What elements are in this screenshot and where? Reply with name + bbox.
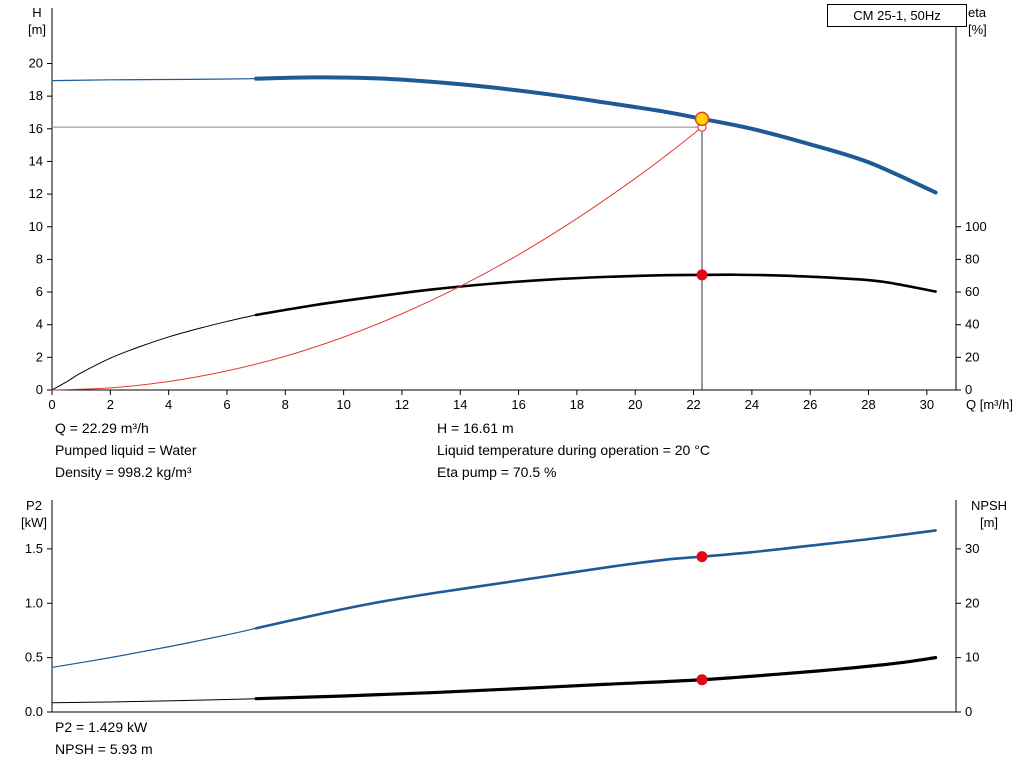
left-axis-tick-label: 20 bbox=[29, 56, 43, 71]
right-axis-tick-label: 100 bbox=[965, 219, 987, 234]
x-tick-label: 6 bbox=[223, 397, 230, 412]
left-axis-tick-label: 0.5 bbox=[25, 650, 43, 665]
x-tick-label: 14 bbox=[453, 397, 467, 412]
npsh-curve-lowflow bbox=[51, 698, 257, 704]
npsh-curve bbox=[254, 656, 938, 701]
left-axis-tick-label: 1.0 bbox=[25, 595, 43, 610]
qh-eta-chart: 0 2 4 6 8 10 12 14 16 18 20 22 24 26 28 300246810121416… bbox=[29, 8, 1013, 412]
x-tick-label: 2 bbox=[107, 397, 114, 412]
right-axis-tick-label: 80 bbox=[965, 251, 979, 266]
x-tick-label: 26 bbox=[803, 397, 817, 412]
right-axis-tick-label: 20 bbox=[965, 595, 979, 610]
x-axis-label: Q [m³/h] bbox=[966, 397, 1013, 412]
p2-axis-header: P2 [kW] bbox=[14, 497, 54, 531]
x-tick-label: 22 bbox=[686, 397, 700, 412]
left-axis-tick-label: 0 bbox=[36, 382, 43, 397]
left-axis-tick-label: 14 bbox=[29, 153, 43, 168]
left-axis-tick-label: 4 bbox=[36, 317, 43, 332]
readout-pumped-liquid: Pumped liquid = Water bbox=[55, 442, 197, 458]
left-axis-tick-label: 2 bbox=[36, 349, 43, 364]
system-curve bbox=[51, 126, 703, 391]
x-tick-label: 28 bbox=[861, 397, 875, 412]
head-curve bbox=[254, 75, 938, 195]
right-axis-tick-label: 60 bbox=[965, 284, 979, 299]
eta-axis-unit: [%] bbox=[968, 22, 987, 37]
p2-axis-title: P2 bbox=[26, 498, 42, 513]
readout-p2: P2 = 1.429 kW bbox=[55, 719, 148, 735]
readout-npsh: NPSH = 5.93 m bbox=[55, 741, 153, 757]
left-axis-tick-label: 6 bbox=[36, 284, 43, 299]
left-axis-tick-label: 18 bbox=[29, 88, 43, 103]
eta-curve bbox=[254, 273, 937, 317]
duty-point bbox=[694, 111, 710, 127]
h-axis-title: H bbox=[32, 5, 42, 20]
x-tick-label: 24 bbox=[745, 397, 759, 412]
x-tick-label: 18 bbox=[570, 397, 584, 412]
x-tick-label: 8 bbox=[282, 397, 289, 412]
h-axis-header: H [m] bbox=[20, 4, 54, 38]
pump-model-label: CM 25-1, 50Hz bbox=[827, 4, 967, 27]
head-curve-lowflow bbox=[51, 78, 257, 82]
right-axis-tick-label: 0 bbox=[965, 382, 972, 397]
right-axis-tick-label: 0 bbox=[965, 704, 972, 719]
x-tick-label: 30 bbox=[920, 397, 934, 412]
readout-liquid-temperature: Liquid temperature during operation = 20… bbox=[437, 442, 710, 458]
right-axis-tick-label: 40 bbox=[965, 317, 979, 332]
left-axis-tick-label: 0.0 bbox=[25, 704, 43, 719]
readout-eta-pump: Eta pump = 70.5 % bbox=[437, 464, 557, 480]
x-tick-label: 0 bbox=[48, 397, 55, 412]
x-tick-label: 12 bbox=[395, 397, 409, 412]
x-tick-label: 10 bbox=[336, 397, 350, 412]
right-axis-tick-label: 10 bbox=[965, 650, 979, 665]
left-axis-tick-label: 12 bbox=[29, 186, 43, 201]
npsh-axis-header: NPSH [m] bbox=[960, 497, 1018, 531]
left-axis-tick-label: 16 bbox=[29, 121, 43, 136]
p2-axis-unit: [kW] bbox=[21, 515, 47, 530]
left-axis-tick-label: 8 bbox=[36, 251, 43, 266]
x-tick-label: 4 bbox=[165, 397, 172, 412]
p2-curve-lowflow bbox=[51, 627, 257, 669]
npsh-axis-unit: [m] bbox=[979, 515, 999, 530]
readout-h: H = 16.61 m bbox=[437, 420, 514, 436]
right-axis-tick-label: 20 bbox=[965, 349, 979, 364]
eta-curve-lowflow bbox=[51, 314, 257, 391]
readout-q: Q = 22.29 m³/h bbox=[55, 420, 149, 436]
eta-axis-header: eta [%] bbox=[968, 4, 1008, 38]
x-tick-label: 20 bbox=[628, 397, 642, 412]
right-axis-tick-label: 30 bbox=[965, 541, 979, 556]
h-axis-unit: [m] bbox=[27, 22, 47, 37]
p2-npsh-chart: 0.0 0.5 1.0 1.5 0 10 20 30 bbox=[25, 500, 979, 719]
left-axis-tick-label: 10 bbox=[29, 219, 43, 234]
p2-curve bbox=[254, 529, 937, 630]
readout-density: Density = 998.2 kg/m³ bbox=[55, 464, 192, 480]
eta-duty-point bbox=[696, 269, 708, 281]
p2-duty-point bbox=[696, 551, 708, 563]
eta-axis-title: eta bbox=[968, 5, 987, 20]
npsh-axis-title: NPSH bbox=[970, 498, 1008, 513]
left-axis-tick-label: 1.5 bbox=[25, 541, 43, 556]
x-tick-label: 16 bbox=[511, 397, 525, 412]
npsh-duty-point bbox=[696, 674, 708, 686]
